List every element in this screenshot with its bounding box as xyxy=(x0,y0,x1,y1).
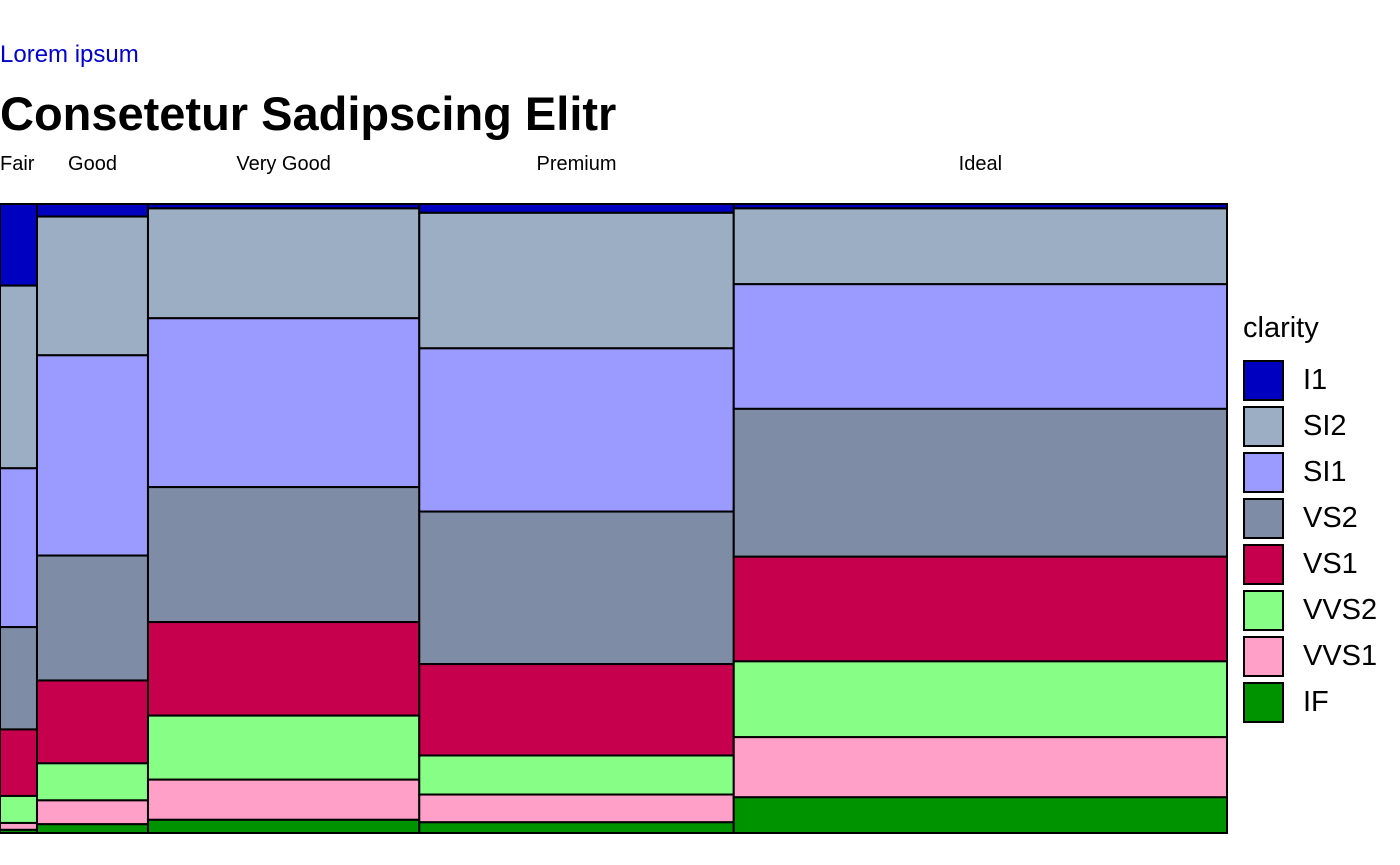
legend-label-vs2: VS2 xyxy=(1303,501,1358,534)
tile-premium-si1 xyxy=(418,347,735,513)
legend-item-if: IF xyxy=(1243,679,1377,725)
tile-very-good-if xyxy=(146,818,421,835)
tile-premium-vs2 xyxy=(418,510,735,666)
legend-label-vs1: VS1 xyxy=(1303,547,1358,580)
tile-good-si1 xyxy=(35,354,149,557)
legend-label-si1: SI1 xyxy=(1303,455,1347,488)
tile-ideal-vvs1 xyxy=(732,736,1228,799)
tile-premium-if xyxy=(418,821,735,834)
legend-key-vvs2 xyxy=(1243,589,1284,631)
tile-ideal-if xyxy=(732,796,1228,834)
tile-fair-vvs2 xyxy=(0,794,38,824)
mosaic-plot: Fair Good Very Good Premium Ideal xyxy=(0,153,1228,835)
tile-ideal-vvs2 xyxy=(732,660,1228,739)
legend-item-si1: SI1 xyxy=(1243,449,1377,495)
tile-good-if xyxy=(35,823,149,835)
legend-label-si2: SI2 xyxy=(1303,409,1347,442)
tile-very-good-vvs2 xyxy=(146,714,421,781)
legend-label-vvs1: VVS1 xyxy=(1303,639,1378,672)
tile-premium-vs1 xyxy=(418,663,735,757)
legend-item-vvs1: VVS1 xyxy=(1243,633,1377,679)
mosaic-tiles xyxy=(0,203,1228,835)
tile-very-good-vs1 xyxy=(146,621,421,717)
legend-items: I1 SI2 SI1 VS2 VS1 VVS2 VVS1 IF xyxy=(1243,357,1377,725)
legend: clarity I1 SI2 SI1 VS2 VS1 VVS2 VVS1 IF xyxy=(1243,309,1377,725)
category-label-very-good: Very Good xyxy=(236,153,331,175)
tile-very-good-vs2 xyxy=(146,486,421,624)
tile-very-good-si1 xyxy=(146,317,421,489)
tile-ideal-si1 xyxy=(732,283,1228,410)
legend-item-vs2: VS2 xyxy=(1243,495,1377,541)
legend-title: clarity xyxy=(1243,312,1319,344)
tile-ideal-vs1 xyxy=(732,555,1228,663)
tile-fair-vvs1 xyxy=(0,821,38,831)
tile-fair-vs2 xyxy=(0,626,38,731)
legend-item-si2: SI2 xyxy=(1243,403,1377,449)
category-label-fair: Fair xyxy=(0,153,35,175)
tile-premium-vvs1 xyxy=(418,793,735,824)
category-label-good: Good xyxy=(68,153,117,175)
legend-key-i1 xyxy=(1243,359,1284,401)
tile-ideal-vs2 xyxy=(732,407,1228,558)
tile-good-vs2 xyxy=(35,554,149,682)
tile-good-vvs2 xyxy=(35,762,149,802)
legend-item-vvs2: VVS2 xyxy=(1243,587,1377,633)
tile-good-i1 xyxy=(35,203,149,218)
tile-fair-si2 xyxy=(0,284,38,470)
legend-key-si2 xyxy=(1243,405,1284,447)
tile-good-vs1 xyxy=(35,679,149,765)
tile-fair-si1 xyxy=(0,467,38,629)
tile-ideal-si2 xyxy=(732,207,1228,286)
legend-key-vvs1 xyxy=(1243,635,1284,677)
legend-label-vvs2: VVS2 xyxy=(1303,593,1378,626)
legend-key-if xyxy=(1243,681,1284,723)
category-label-ideal: Ideal xyxy=(959,153,1002,175)
legend-item-vs1: VS1 xyxy=(1243,541,1377,587)
legend-item-i1: I1 xyxy=(1243,357,1377,403)
legend-key-vs2 xyxy=(1243,497,1284,539)
category-label-premium: Premium xyxy=(537,153,617,175)
tile-very-good-vvs1 xyxy=(146,778,421,821)
tile-very-good-si2 xyxy=(146,207,421,320)
category-labels: Fair Good Very Good Premium Ideal xyxy=(0,153,1002,175)
tile-good-vvs1 xyxy=(35,799,149,826)
tile-premium-vvs2 xyxy=(418,754,735,796)
tile-fair-vs1 xyxy=(0,728,38,797)
tile-premium-si2 xyxy=(418,211,735,350)
legend-label-i1: I1 xyxy=(1303,363,1328,396)
chart-subtitle: Lorem ipsum xyxy=(0,41,139,68)
tile-fair-if xyxy=(0,828,38,834)
tile-fair-i1 xyxy=(0,203,38,287)
tile-premium-i1 xyxy=(418,203,735,214)
legend-key-vs1 xyxy=(1243,543,1284,585)
chart-title: Consetetur Sadipscing Elitr xyxy=(0,87,617,140)
tile-good-si2 xyxy=(35,215,149,357)
legend-key-si1 xyxy=(1243,451,1284,493)
legend-label-if: IF xyxy=(1303,685,1329,718)
